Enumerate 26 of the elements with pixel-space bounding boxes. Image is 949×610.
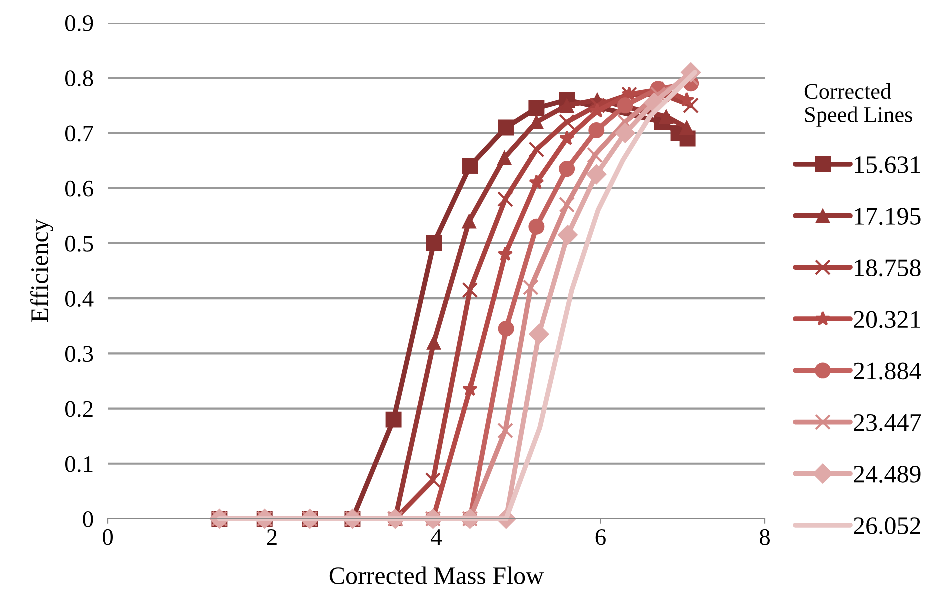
x-tick-label: 8 bbox=[760, 529, 770, 546]
y-tick-label: 0.4 bbox=[65, 291, 94, 308]
x-axis-title: Corrected Mass Flow bbox=[330, 566, 544, 584]
y-tick-label: 0.6 bbox=[65, 180, 94, 197]
legend-title: Corrected Speed Lines bbox=[804, 84, 912, 127]
y-tick-label: 0.1 bbox=[65, 456, 93, 472]
legend-label: 26.052 bbox=[854, 518, 920, 535]
legend-label: 20.321 bbox=[854, 311, 920, 328]
x-tick-label: 4 bbox=[431, 530, 442, 546]
legend-label: 24.489 bbox=[854, 466, 921, 483]
y-tick-label: 0.2 bbox=[65, 401, 93, 418]
y-axis-title: Efficiency bbox=[30, 219, 54, 322]
legend-label: 18.758 bbox=[855, 260, 921, 277]
x-tick-label: 6 bbox=[596, 529, 606, 546]
y-tick-label: 0 bbox=[83, 511, 94, 528]
x-tick-label: 0 bbox=[102, 529, 114, 546]
legend-label: 21.884 bbox=[854, 362, 922, 380]
legend-label: 15.631 bbox=[855, 156, 920, 174]
x-tick-label: 2 bbox=[267, 529, 277, 546]
y-tick-label: 0.3 bbox=[65, 346, 94, 362]
y-tick-label: 0.7 bbox=[65, 126, 94, 142]
y-tick-label: 0.8 bbox=[65, 70, 94, 87]
legend-label: 23.447 bbox=[854, 414, 922, 432]
y-tick-label: 0.5 bbox=[65, 236, 94, 252]
y-tick-label: 0.9 bbox=[65, 15, 94, 32]
legend-label: 17.195 bbox=[855, 208, 921, 226]
